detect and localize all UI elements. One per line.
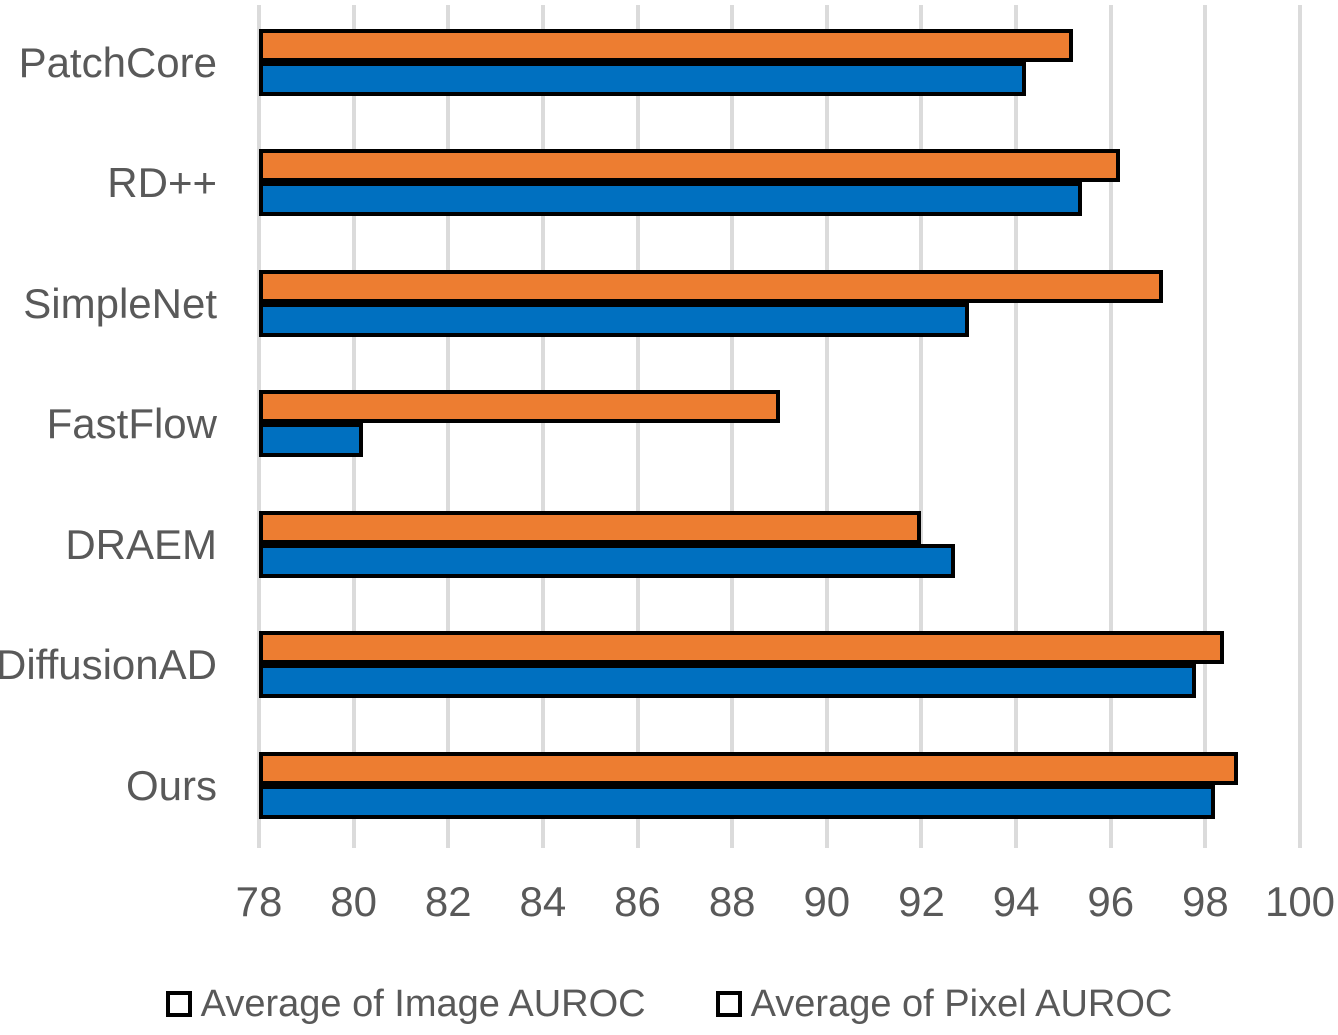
bar-pixel-auroc-draem [259,543,955,578]
gridline-94 [1014,5,1019,848]
bar-pixel-auroc-ours [259,784,1215,819]
x-tick-label-98: 98 [1182,878,1229,925]
x-tick-label-82: 82 [424,878,472,925]
legend-label-image-auroc: Average of Image AUROC [200,982,646,1025]
category-row-simplenet: SimpleNet [23,246,1300,366]
category-row-fastflow: FastFlow [47,366,1300,486]
x-axis: 78 80 82 84 86 88 90 92 94 96 98 100 [236,878,1335,934]
x-tick-label-80: 80 [330,878,377,925]
x-tick-label-90: 90 [803,878,851,925]
gridline-90 [824,5,829,848]
bar-pixel-auroc-patchcore [259,62,1026,96]
bar-image-auroc-simplenet [259,269,1163,303]
bar-image-auroc-patchcore [259,29,1073,62]
category-label-ours: Ours [125,761,217,809]
x-tick-label-88: 88 [708,878,756,925]
gridline-92 [919,5,924,848]
category-label-rd: RD++ [107,159,217,207]
category-row-ours: Ours [126,728,1300,848]
bar-image-auroc-fastflow [259,390,780,424]
x-tick-label-96: 96 [1087,878,1135,925]
category-row-rd: RD++ [107,125,1300,245]
x-tick-label-100: 100 [1264,878,1336,925]
gridline-96 [1108,5,1113,848]
category-row-diffusionad: DiffusionAD [0,607,1300,727]
plot-area: PatchCore RD++ SimpleNet FastFlow DRAEM Diffu… [0,5,1302,848]
bar-pixel-auroc-rd [259,182,1083,217]
bar-image-auroc-diffusionad [259,631,1225,665]
category-label-simplenet: SimpleNet [23,279,217,327]
category-row-patchcore: PatchCore [19,5,1300,125]
bar-pixel-auroc-fastflow [259,423,364,458]
gridline-86 [635,5,640,848]
category-row-draem: DRAEM [65,487,1300,607]
x-tick-label-92: 92 [898,878,945,925]
x-tick-label-84: 84 [519,878,567,925]
bar-image-auroc-rd [259,149,1121,183]
category-label-draem: DRAEM [65,520,217,568]
x-tick-label-86: 86 [614,878,661,925]
legend: Average of Image AUROC Average of Pixel … [0,980,1338,1028]
x-tick-label-94: 94 [992,878,1040,925]
legend-item-image-auroc: Average of Image AUROC [165,982,646,1026]
legend-swatch-image-auroc-icon [165,991,192,1017]
gridline-100 [1298,5,1302,848]
gridline-88 [730,5,735,848]
category-label-patchcore: PatchCore [18,39,217,86]
legend-label-pixel-auroc: Average of Pixel AUROC [750,982,1173,1025]
bar-pixel-auroc-simplenet [259,302,969,337]
gridline-82 [446,5,451,848]
legend-item-pixel-auroc: Average of Pixel AUROC [715,982,1173,1026]
gridline-84 [540,5,545,848]
bar-image-auroc-ours [259,751,1239,785]
x-tick-label-78: 78 [235,878,283,925]
bar-pixel-auroc-diffusionad [259,664,1196,699]
category-label-diffusionad: DiffusionAD [0,641,217,689]
legend-swatch-pixel-auroc-icon [715,991,742,1017]
gridline-98 [1203,5,1208,848]
bar-image-auroc-draem [259,510,922,544]
category-label-fastflow: FastFlow [46,400,217,448]
